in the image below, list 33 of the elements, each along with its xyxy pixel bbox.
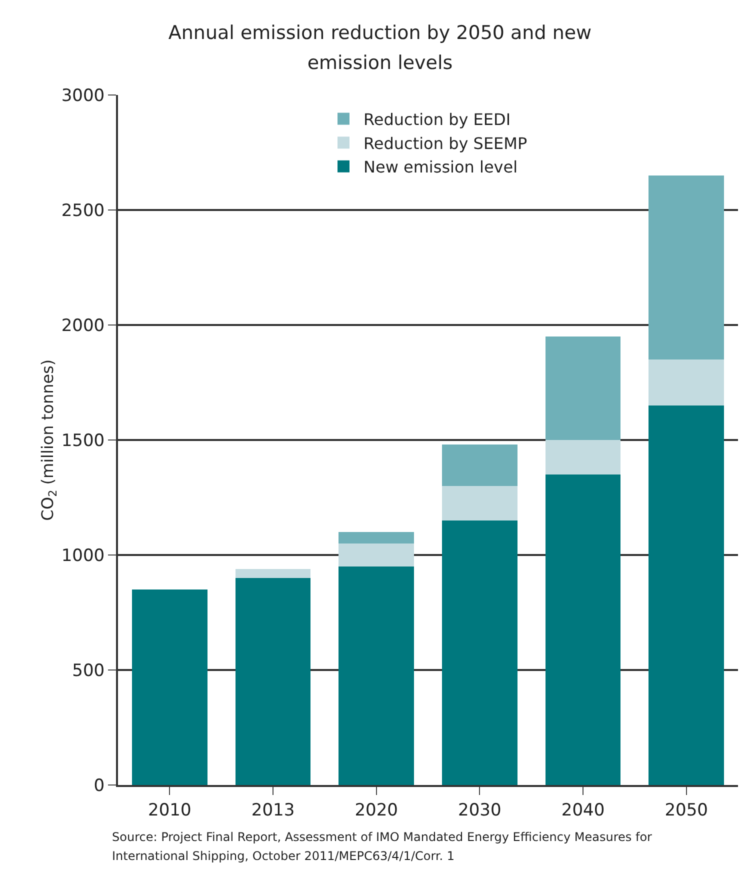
bar [442,520,518,785]
y-tick-label: 0 [94,776,105,796]
bar [545,440,621,474]
x-tick-label: 2013 [251,800,295,820]
x-tick-label: 2050 [664,800,708,820]
bar [442,486,518,520]
bar [132,590,208,785]
bar [545,474,621,785]
y-tick-label: 2500 [61,200,105,221]
legend-label: Reduction by EEDI [364,110,511,130]
y-tick-label: 2000 [61,316,105,336]
bar [235,568,311,578]
legend-label: Reduction by SEEMP [364,134,528,153]
bar [545,336,621,440]
bar [338,566,414,785]
x-tick-label: 2040 [561,800,605,820]
bar [648,406,724,785]
y-tick-label: 500 [72,660,105,681]
bar [648,176,724,360]
y-tick-label: 3000 [61,86,105,106]
bar [648,360,724,406]
bar [235,578,311,785]
x-tick-label: 2030 [458,800,502,820]
y-tick-label: 1000 [61,546,105,566]
bar [442,444,518,486]
source-note: Source: Project Final Report, Assessment of IMO Mandated Energy Efficiency Measures for International Shipping, October 2011/MEPC63/4/1/Corr. 1 [112,829,653,865]
legend-label: New emission level [364,158,518,177]
bar [338,544,414,566]
bar [338,532,414,544]
x-tick-label: 2010 [148,800,192,820]
x-tick-label: 2020 [354,800,398,820]
chart-title: Annual emission reduction by 2050 and new emission levels [167,21,593,76]
y-tick-label: 1500 [61,430,105,451]
